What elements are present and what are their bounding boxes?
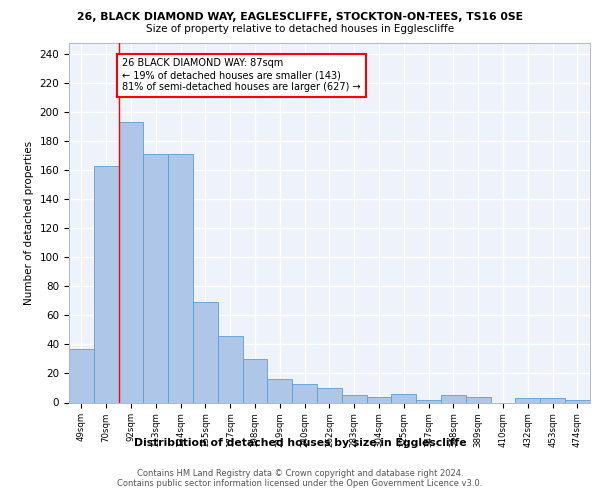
Y-axis label: Number of detached properties: Number of detached properties	[24, 140, 34, 304]
Bar	[342, 395, 367, 402]
Bar	[416, 400, 441, 402]
Bar	[168, 154, 193, 402]
Bar	[69, 349, 94, 403]
Bar	[317, 388, 342, 402]
Text: Distribution of detached houses by size in Egglescliffe: Distribution of detached houses by size …	[134, 438, 466, 448]
Bar	[218, 336, 242, 402]
Text: 26, BLACK DIAMOND WAY, EAGLESCLIFFE, STOCKTON-ON-TEES, TS16 0SE: 26, BLACK DIAMOND WAY, EAGLESCLIFFE, STO…	[77, 12, 523, 22]
Bar	[441, 395, 466, 402]
Bar	[193, 302, 218, 402]
Bar	[367, 396, 391, 402]
Text: 26 BLACK DIAMOND WAY: 87sqm
← 19% of detached houses are smaller (143)
81% of se: 26 BLACK DIAMOND WAY: 87sqm ← 19% of det…	[122, 58, 361, 92]
Bar	[292, 384, 317, 402]
Bar	[242, 359, 268, 403]
Bar	[391, 394, 416, 402]
Bar	[540, 398, 565, 402]
Bar	[119, 122, 143, 402]
Bar	[515, 398, 540, 402]
Text: Size of property relative to detached houses in Egglescliffe: Size of property relative to detached ho…	[146, 24, 454, 34]
Text: Contains HM Land Registry data © Crown copyright and database right 2024.
Contai: Contains HM Land Registry data © Crown c…	[118, 469, 482, 488]
Bar	[565, 400, 590, 402]
Bar	[94, 166, 119, 402]
Bar	[466, 396, 491, 402]
Bar	[143, 154, 168, 402]
Bar	[268, 380, 292, 402]
